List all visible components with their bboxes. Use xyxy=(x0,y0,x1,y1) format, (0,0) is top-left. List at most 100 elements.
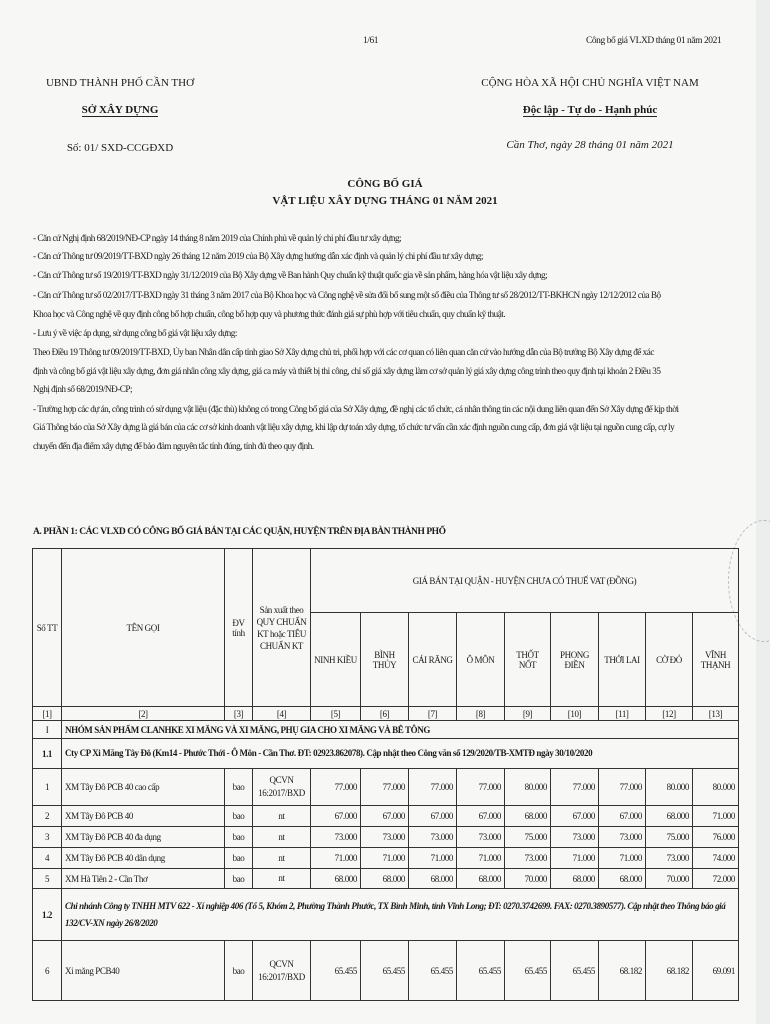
item-price: 65.455 xyxy=(504,940,551,1001)
item-row: 1 XM Tây Đô PCB 40 cao cấp bao QCVN 16:2017… xyxy=(32,768,739,806)
column-number: [10] xyxy=(550,706,599,721)
item-price: 71.000 xyxy=(310,847,361,869)
item-price: 65.455 xyxy=(456,940,505,1001)
supplier-label: Chi nhánh Công ty TNHH MTV 622 - Xí nghi… xyxy=(61,888,739,941)
item-price: 73.000 xyxy=(456,826,505,848)
item-price: 73.000 xyxy=(504,847,551,869)
paragraph-line: Giá Thông báo của Sở Xây dựng là giá bán… xyxy=(33,422,675,432)
item-price: 67.000 xyxy=(550,805,599,827)
item-row: 5 XM Hà Tiên 2 - Cần Thơ bao nt 68.000 68.000… xyxy=(32,868,739,889)
item-stt: 5 xyxy=(32,868,62,889)
item-standard: nt xyxy=(252,826,311,848)
group-stt: I xyxy=(32,720,62,739)
item-price: 77.000 xyxy=(310,768,361,806)
paragraph-line: - Căn cứ Nghị định 68/2019/NĐ-CP ngày 14… xyxy=(33,233,402,243)
item-price: 68.000 xyxy=(504,805,551,827)
department-label: SỞ XÂY DỰNG xyxy=(81,104,159,117)
column-number: [9] xyxy=(504,706,551,721)
item-price: 68.182 xyxy=(645,940,693,1001)
item-price: 71.000 xyxy=(692,805,739,827)
header-name: TÊN GỌI xyxy=(61,548,225,707)
column-number: [6] xyxy=(360,706,409,721)
item-stt: 2 xyxy=(32,805,62,827)
paragraph-line: Nghị định số 68/2019/NĐ-CP; xyxy=(33,384,133,394)
item-price: 71.000 xyxy=(360,847,409,869)
header-district: CỜ ĐỎ xyxy=(645,612,693,707)
section-title: A. PHẦN 1: CÁC VLXD CÓ CÔNG BỐ GIÁ BÁN T… xyxy=(33,527,446,537)
header-district: NINH KIỀU xyxy=(310,612,361,707)
item-unit: bao xyxy=(224,868,253,889)
item-price: 77.000 xyxy=(598,768,646,806)
item-row: 6 Xi măng PCB40 bao QCVN 16:2017/BXD 65.455 6… xyxy=(32,940,739,1001)
item-price: 72.000 xyxy=(692,868,739,889)
item-price: 73.000 xyxy=(360,826,409,848)
country-name: CỘNG HÒA XÃ HỘI CHỦ NGHĨA VIỆT NAM xyxy=(481,77,699,89)
header-district: VĨNH THẠNH xyxy=(692,612,739,707)
item-price: 73.000 xyxy=(408,826,457,848)
page-number: 1/61 xyxy=(363,36,379,46)
column-number: [12] xyxy=(645,706,693,721)
paragraph-line: - Trường hợp các dự án, công trình có sử… xyxy=(33,404,679,414)
item-price: 67.000 xyxy=(598,805,646,827)
header-row-districts: NINH KIỀU BÌNH THỦY CÁI RĂNG Ô MÔN THỐT NỐT P… xyxy=(33,612,739,707)
header-unit: ĐV tính xyxy=(224,548,253,707)
column-number: [8] xyxy=(456,706,505,721)
supplier-row: 1.2 Chi nhánh Công ty TNHH MTV 622 - Xí n… xyxy=(32,888,739,941)
item-row: 3 XM Tây Đô PCB 40 đa dụng bao nt 73.000 73.0… xyxy=(32,826,739,848)
header-standard: Sản xuất theo QUY CHUẨN KT hoặc TIÊU CHU… xyxy=(252,548,311,707)
item-price: 67.000 xyxy=(310,805,361,827)
item-name: XM Tây Đô PCB 40 xyxy=(61,805,225,827)
item-price: 68.000 xyxy=(550,868,599,889)
paragraph-line: định và công bố giá vật liệu xây dựng, đ… xyxy=(33,366,661,376)
item-name: XM Hà Tiên 2 - Cần Thơ xyxy=(61,868,225,889)
paragraph-line: - Căn cứ Thông tư 09/2019/TT-BXD ngày 26… xyxy=(33,251,483,261)
supplier-row: 1.1 Cty CP Xi Măng Tây Đô (Km14 - Phước T… xyxy=(32,738,739,769)
item-price: 68.000 xyxy=(408,868,457,889)
item-stt: 6 xyxy=(32,940,62,1001)
item-price: 75.000 xyxy=(645,826,693,848)
item-standard: nt xyxy=(252,847,311,869)
column-number-row: [1] [2] [3] [4] [5] [6] [7] [8] [9] [10] [11] [12][… xyxy=(32,706,739,721)
document-number: Số: 01/ SXD-CCGĐXD xyxy=(66,142,174,154)
running-title: Công bố giá VLXD tháng 01 năm 2021 xyxy=(586,36,722,46)
item-row: 2 XM Tây Đô PCB 40 bao nt 67.000 67.000 67.000… xyxy=(32,805,739,827)
item-price: 73.000 xyxy=(598,826,646,848)
item-price: 65.455 xyxy=(550,940,599,1001)
item-price: 68.182 xyxy=(598,940,646,1001)
header-district: PHONG ĐIỀN xyxy=(550,612,599,707)
item-unit: bao xyxy=(224,826,253,848)
item-row: 4 XM Tây Đô PCB 40 dân dụng bao nt 71.000 71.… xyxy=(32,847,739,869)
header-price-group: GIÁ BÁN TẠI QUẬN - HUYỆN CHƯA CÓ THUẾ VA… xyxy=(310,548,739,613)
item-unit: bao xyxy=(224,847,253,869)
item-price: 71.000 xyxy=(550,847,599,869)
item-price: 73.000 xyxy=(310,826,361,848)
supplier-label: Cty CP Xi Măng Tây Đô (Km14 - Phước Thới… xyxy=(61,738,739,769)
price-table: Số TT TÊN GỌI ĐV tính Sản xuất theo QUY … xyxy=(32,548,739,1001)
item-stt: 1 xyxy=(32,768,62,806)
item-stt: 3 xyxy=(32,826,62,848)
item-price: 76.000 xyxy=(692,826,739,848)
item-price: 67.000 xyxy=(408,805,457,827)
item-price: 80.000 xyxy=(504,768,551,806)
item-price: 70.000 xyxy=(504,868,551,889)
item-name: Xi măng PCB40 xyxy=(61,940,225,1001)
column-number: [1] xyxy=(32,706,62,721)
item-price: 80.000 xyxy=(692,768,739,806)
column-number: [5] xyxy=(310,706,361,721)
item-price: 68.000 xyxy=(456,868,505,889)
item-price: 65.455 xyxy=(408,940,457,1001)
department-name: SỞ XÂY DỰNG xyxy=(20,104,220,117)
paragraph-line: Khoa học và Công nghệ về quy định công b… xyxy=(33,309,506,319)
item-price: 65.455 xyxy=(360,940,409,1001)
item-unit: bao xyxy=(224,768,253,806)
item-price: 70.000 xyxy=(645,868,693,889)
scan-edge-shade xyxy=(756,0,770,1024)
item-standard: QCVN 16:2017/BXD xyxy=(252,768,311,806)
item-unit: bao xyxy=(224,940,253,1001)
paragraph-line: - Căn cứ Thông tư số 02/2017/TT-BXD ngày… xyxy=(33,290,661,300)
group-row: I NHÓM SẢN PHẨM CLANHKE XI MĂNG VÀ XI MĂN… xyxy=(32,720,739,739)
item-price: 68.000 xyxy=(360,868,409,889)
item-price: 77.000 xyxy=(550,768,599,806)
item-price: 75.000 xyxy=(504,826,551,848)
column-number: [13] xyxy=(692,706,739,721)
